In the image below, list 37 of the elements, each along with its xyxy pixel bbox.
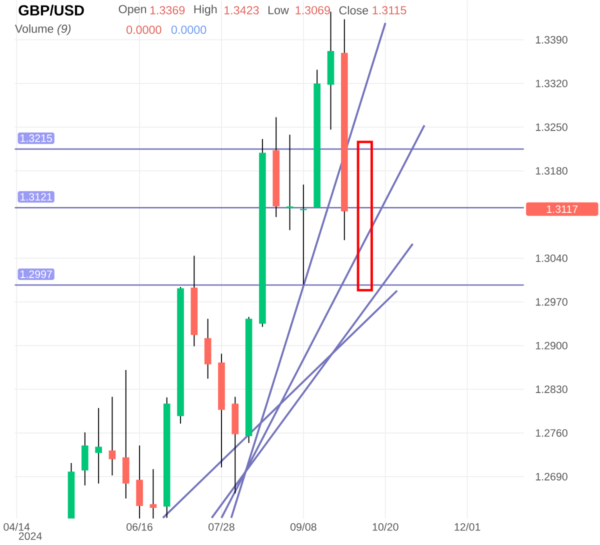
y-tick-label: 1.2690 xyxy=(536,472,568,481)
candlestick xyxy=(286,134,294,231)
y-tick-label: 1.2760 xyxy=(536,429,568,437)
y-tick-label: 1.3390 xyxy=(536,36,568,44)
ref-line-label: 1.2997 xyxy=(20,270,52,278)
annotation: 0.0000 xyxy=(171,26,206,34)
x-tick-label: 10/20 xyxy=(372,522,398,531)
candlestick xyxy=(95,408,102,484)
annotation: Volume (9) xyxy=(14,24,71,36)
x-tick-label: 09/08 xyxy=(290,522,316,531)
annotation: 1.3115 xyxy=(372,6,406,14)
candlestick xyxy=(150,468,157,519)
annotation: Low xyxy=(268,6,289,14)
x-tick-label: 06/16 xyxy=(126,522,152,531)
y-tick-label: 1.3250 xyxy=(536,123,568,132)
ref-line-label: 1.3121 xyxy=(20,193,52,201)
annotation: Close xyxy=(339,6,368,15)
y-tick-label: 1.3040 xyxy=(536,254,568,262)
x-tick-label: 04/14 xyxy=(4,522,30,531)
annotation: 1.3369 xyxy=(150,6,185,14)
annotation: High xyxy=(194,4,217,16)
text: 1.3117 xyxy=(547,205,578,214)
y-tick-label: 1.2830 xyxy=(536,386,568,394)
annotation: 1.3069 xyxy=(296,6,330,14)
annotation: Open xyxy=(118,5,146,16)
y-tick-label: 1.2900 xyxy=(536,342,568,350)
y-tick-label: 1.2970 xyxy=(536,298,568,306)
text: 2024 xyxy=(18,532,42,540)
x-tick-label: 12/01 xyxy=(454,522,480,531)
ref-line-label: 1.3215 xyxy=(20,134,52,142)
y-tick-label: 1.3180 xyxy=(536,167,568,175)
x-tick-label: 07/28 xyxy=(208,522,234,531)
annotation: 0.0000 xyxy=(126,26,162,34)
candlestick xyxy=(108,396,116,476)
chart-title: GBP/USD xyxy=(18,4,84,16)
y-tick-label: 1.3320 xyxy=(536,80,568,88)
annotation: 1.3423 xyxy=(224,6,259,14)
